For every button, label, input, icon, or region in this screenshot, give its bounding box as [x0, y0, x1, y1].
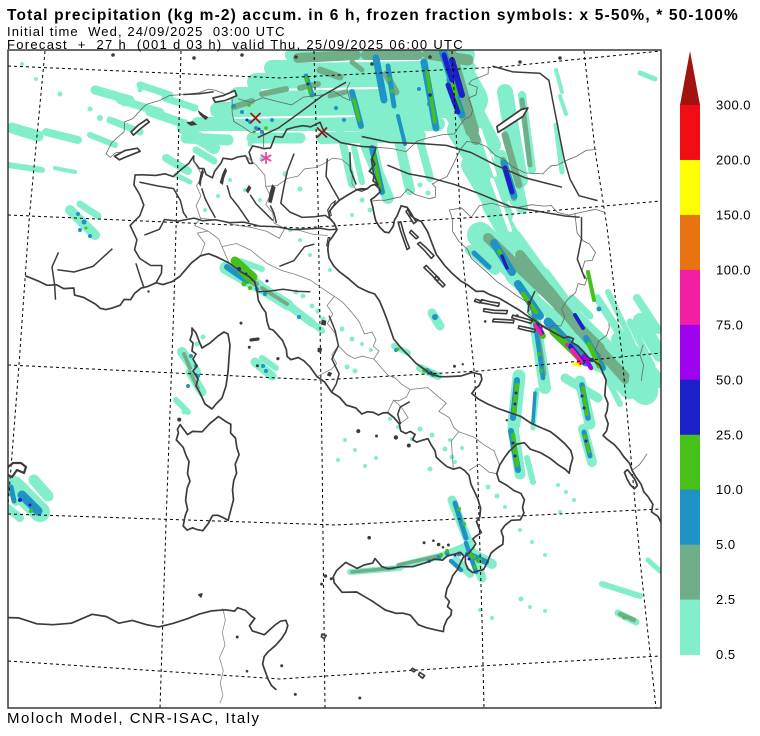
svg-text:50.0: 50.0: [716, 372, 743, 387]
svg-text:10.0: 10.0: [716, 482, 743, 497]
svg-text:100.0: 100.0: [716, 262, 751, 277]
svg-text:25.0: 25.0: [716, 427, 743, 442]
svg-text:150.0: 150.0: [716, 207, 751, 222]
svg-text:75.0: 75.0: [716, 317, 743, 332]
svg-text:200.0: 200.0: [716, 153, 751, 168]
svg-text:0.5: 0.5: [716, 647, 736, 662]
svg-text:2.5: 2.5: [716, 592, 736, 607]
svg-text:5.0: 5.0: [716, 537, 736, 552]
svg-text:300.0: 300.0: [716, 98, 751, 113]
